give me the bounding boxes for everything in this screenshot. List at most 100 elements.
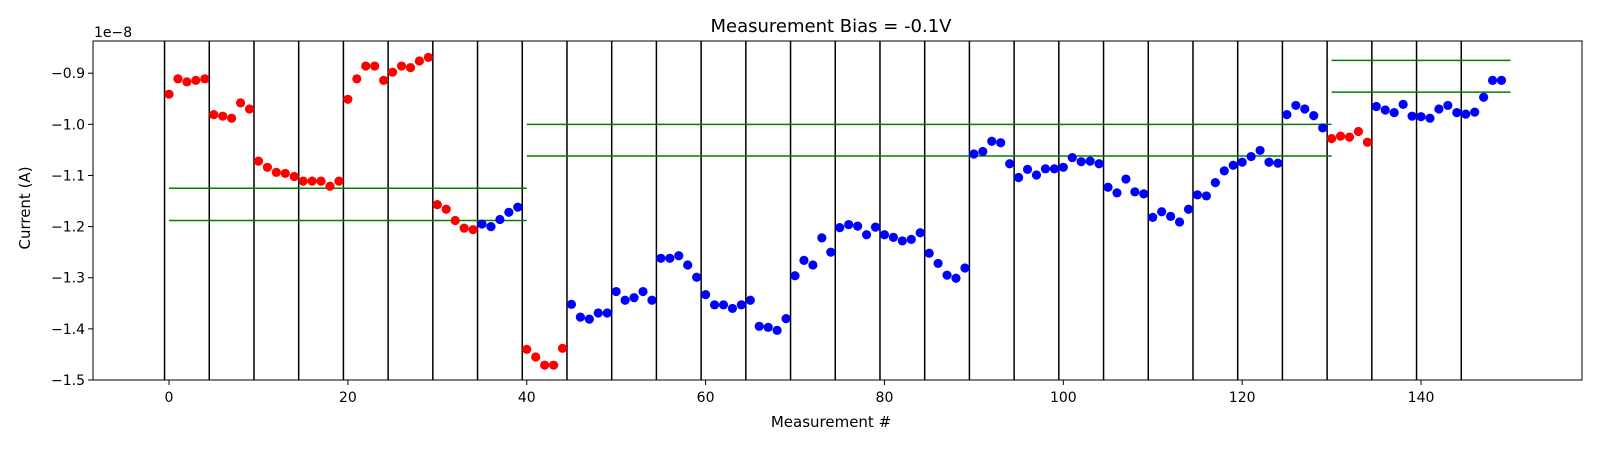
data-point-blue bbox=[683, 260, 693, 270]
data-point-blue bbox=[718, 300, 729, 310]
data-point-blue bbox=[1461, 109, 1471, 119]
data-point-blue bbox=[870, 222, 881, 232]
data-point-red bbox=[244, 104, 255, 114]
data-point-blue bbox=[915, 228, 925, 238]
data-point-blue bbox=[1273, 158, 1283, 168]
plot-area bbox=[163, 41, 1511, 380]
y-tick-label: −1.2 bbox=[51, 220, 85, 236]
x-tick-label: 40 bbox=[518, 390, 536, 406]
data-point-red bbox=[1335, 131, 1346, 141]
data-point-red bbox=[459, 223, 469, 233]
data-point-blue bbox=[1049, 164, 1059, 174]
data-point-blue bbox=[593, 308, 603, 318]
data-point-blue bbox=[835, 223, 845, 233]
x-axis-ticks: 0 20 40 60 80 100 120 140 bbox=[165, 380, 1434, 406]
data-point-red bbox=[370, 61, 380, 71]
data-point-red bbox=[379, 75, 389, 85]
data-point-red bbox=[191, 75, 201, 85]
data-point-blue bbox=[1479, 92, 1489, 102]
data-point-blue bbox=[754, 321, 764, 331]
data-point-blue bbox=[888, 232, 898, 242]
data-point-blue bbox=[1183, 204, 1194, 214]
data-point-blue bbox=[897, 236, 907, 246]
data-point-blue bbox=[1487, 75, 1498, 85]
data-point-blue bbox=[1318, 123, 1328, 133]
data-point-blue bbox=[987, 136, 997, 146]
data-point-blue bbox=[1309, 111, 1319, 121]
x-tick-label: 0 bbox=[165, 390, 174, 406]
data-point-red bbox=[262, 162, 272, 172]
data-point-red bbox=[540, 360, 550, 370]
data-point-blue bbox=[790, 271, 800, 281]
data-point-red bbox=[218, 111, 228, 121]
x-axis-label: Measurement # bbox=[771, 413, 891, 431]
data-point-blue bbox=[1300, 104, 1310, 114]
data-point-blue bbox=[906, 234, 916, 244]
data-point-blue bbox=[1425, 113, 1435, 123]
data-point-blue bbox=[1058, 162, 1068, 172]
data-point-blue bbox=[1139, 189, 1149, 199]
x-tick-label: 80 bbox=[876, 390, 894, 406]
data-point-blue bbox=[799, 255, 809, 265]
y-tick-label: −1.3 bbox=[51, 271, 85, 287]
data-point-blue bbox=[486, 222, 496, 232]
data-point-blue bbox=[611, 286, 621, 297]
x-tick-label: 120 bbox=[1229, 390, 1256, 406]
data-point-blue bbox=[665, 253, 675, 263]
data-point-blue bbox=[1470, 107, 1480, 117]
data-point-blue bbox=[692, 272, 702, 282]
data-point-blue bbox=[736, 300, 746, 310]
data-point-blue bbox=[1166, 211, 1176, 221]
data-point-blue bbox=[1255, 145, 1265, 156]
data-point-blue bbox=[879, 230, 890, 240]
data-point-red bbox=[441, 204, 451, 214]
y-axis-label: Current (A) bbox=[16, 166, 34, 249]
data-point-blue bbox=[638, 286, 648, 297]
data-point-blue bbox=[674, 251, 684, 261]
data-point-blue bbox=[727, 303, 738, 314]
data-point-blue bbox=[620, 295, 630, 305]
data-point-blue bbox=[575, 312, 585, 322]
data-point-red bbox=[227, 113, 237, 123]
data-point-blue bbox=[1174, 217, 1185, 227]
data-point-blue bbox=[1452, 107, 1462, 118]
data-point-blue bbox=[996, 138, 1006, 148]
data-point-blue bbox=[1443, 100, 1453, 111]
data-point-blue bbox=[1210, 178, 1220, 188]
data-point-red bbox=[548, 360, 559, 370]
data-point-blue bbox=[969, 149, 979, 159]
data-point-red bbox=[271, 167, 281, 178]
x-tick-label: 20 bbox=[339, 390, 357, 406]
data-point-red bbox=[405, 62, 416, 73]
data-point-blue bbox=[853, 221, 863, 231]
data-point-blue bbox=[933, 258, 943, 269]
y-tick-label: −0.9 bbox=[51, 66, 85, 82]
data-point-blue bbox=[513, 202, 523, 212]
y-offset-label: 1e−8 bbox=[94, 25, 132, 41]
data-point-blue bbox=[1219, 166, 1229, 176]
data-point-red bbox=[325, 181, 335, 191]
data-point-blue bbox=[1389, 107, 1399, 118]
data-point-red bbox=[307, 176, 317, 186]
data-point-blue bbox=[584, 314, 594, 324]
data-point-red bbox=[334, 176, 344, 186]
data-point-blue bbox=[781, 314, 791, 324]
data-point-red bbox=[343, 94, 353, 104]
data-point-blue bbox=[1246, 151, 1256, 162]
x-tick-label: 100 bbox=[1050, 390, 1077, 406]
data-point-blue bbox=[1264, 157, 1274, 167]
data-point-red bbox=[253, 156, 264, 166]
data-point-blue bbox=[1371, 101, 1381, 112]
plot-frame bbox=[92, 40, 1583, 381]
data-point-blue bbox=[924, 248, 934, 258]
data-point-blue bbox=[1434, 104, 1444, 114]
data-point-blue bbox=[1416, 112, 1426, 122]
data-point-blue bbox=[709, 300, 720, 310]
data-point-blue bbox=[566, 299, 577, 309]
data-point-blue bbox=[960, 263, 970, 273]
data-point-blue bbox=[826, 247, 836, 257]
data-point-red bbox=[450, 215, 460, 226]
data-point-red bbox=[235, 98, 246, 108]
data-point-blue bbox=[647, 295, 657, 305]
